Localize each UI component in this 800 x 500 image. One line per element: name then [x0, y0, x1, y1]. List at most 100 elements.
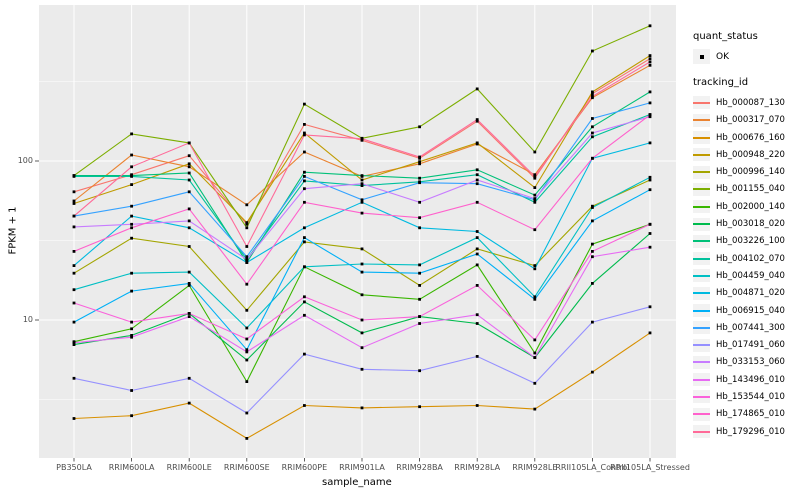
legend-entry-tracking: Hb_033153_060: [693, 354, 799, 371]
data-point: [72, 271, 76, 275]
legend-label-tracking-id: Hb_000676_160: [716, 132, 785, 143]
data-point: [475, 87, 479, 91]
data-point: [475, 247, 479, 251]
data-point: [130, 204, 133, 208]
data-point: [187, 284, 191, 287]
data-point: [303, 295, 306, 299]
legend-key-swatch: [693, 269, 710, 283]
legend-label-tracking-id: Hb_143496_010: [716, 374, 785, 385]
data-point: [475, 313, 479, 317]
data-point: [475, 182, 479, 186]
data-point: [648, 178, 652, 182]
data-point: [187, 154, 191, 158]
data-point: [245, 337, 249, 341]
data-point: [303, 123, 306, 126]
data-point: [187, 207, 191, 211]
data-point: [130, 334, 133, 337]
data-point: [418, 322, 421, 325]
data-point: [245, 221, 249, 224]
data-point: [533, 356, 537, 359]
legend-label-tracking-id: Hb_007441_300: [716, 322, 785, 333]
series-color-line-icon: [693, 240, 710, 243]
data-point: [187, 312, 191, 315]
black-square-point-icon: [699, 54, 704, 59]
legend-label-tracking-id: Hb_179296_010: [716, 426, 785, 437]
y-tick-label: 10: [22, 315, 33, 324]
series-color-line-icon: [693, 171, 710, 174]
data-point: [591, 255, 594, 259]
data-point: [475, 322, 479, 325]
legend-entry-tracking: Hb_003018_020: [693, 215, 799, 232]
x-tick-label: RRIM901LA: [339, 463, 385, 472]
data-point: [591, 206, 594, 209]
data-point: [130, 153, 133, 157]
legend-key-swatch: [693, 131, 710, 145]
data-point: [591, 49, 594, 53]
legend-key-swatch: [693, 148, 710, 162]
data-point: [245, 222, 249, 226]
data-point: [533, 407, 537, 411]
data-point: [591, 250, 594, 253]
legend-label-tracking-id: Hb_003226_100: [716, 236, 785, 247]
data-point: [303, 226, 306, 230]
data-point: [418, 181, 421, 185]
legend-label-tracking-id: Hb_174865_010: [716, 409, 785, 420]
data-point: [245, 348, 249, 352]
data-point: [187, 226, 191, 230]
x-tick-label: RRIM928BA: [396, 463, 443, 472]
data-point: [130, 236, 133, 240]
data-point: [130, 165, 133, 169]
data-point: [360, 200, 364, 204]
data-point: [130, 289, 133, 293]
data-point: [475, 263, 479, 267]
legend-entry-tracking: Hb_179296_010: [693, 423, 799, 440]
data-point: [303, 265, 306, 269]
data-point: [360, 293, 364, 297]
legend-entry-tracking: Hb_000996_140: [693, 163, 799, 180]
data-point: [72, 288, 76, 292]
data-point: [72, 175, 76, 178]
data-point: [591, 131, 594, 135]
data-point: [591, 95, 594, 98]
series-color-line-icon: [693, 101, 710, 104]
data-point: [245, 245, 249, 248]
data-point: [130, 226, 133, 230]
legend-entry-tracking: Hb_006915_040: [693, 302, 799, 319]
data-point: [303, 187, 306, 191]
data-point: [418, 160, 421, 164]
legend-entry-tracking: Hb_000948_220: [693, 146, 799, 163]
data-point: [533, 200, 537, 204]
data-point: [72, 250, 76, 253]
data-point: [303, 236, 306, 239]
data-point: [187, 162, 191, 166]
data-point: [591, 125, 594, 129]
data-point: [648, 331, 652, 335]
series-color-line-icon: [693, 430, 710, 433]
data-point: [303, 200, 306, 204]
legend-label-tracking-id: Hb_000996_140: [716, 167, 785, 178]
series-color-line-icon: [693, 309, 710, 312]
data-point: [418, 369, 421, 373]
data-point: [475, 168, 479, 172]
legend-key-swatch: [693, 252, 710, 266]
data-point: [533, 176, 537, 180]
data-point: [245, 261, 249, 264]
data-point: [72, 301, 76, 305]
data-point: [130, 183, 133, 186]
series-color-line-icon: [693, 119, 710, 122]
legend-title-tracking-id: tracking_id: [693, 77, 749, 89]
data-point: [245, 350, 249, 354]
data-point: [130, 222, 133, 226]
data-point: [418, 297, 421, 301]
data-point: [475, 284, 479, 287]
data-point: [245, 358, 249, 362]
data-point: [418, 226, 421, 230]
legend-key-ok: [693, 49, 710, 65]
legend: quant_status OK tracking_id Hb_000087_13…: [693, 31, 799, 440]
data-point: [303, 170, 306, 174]
data-point: [360, 137, 364, 141]
series-color-line-icon: [693, 344, 710, 347]
data-point: [475, 141, 479, 145]
